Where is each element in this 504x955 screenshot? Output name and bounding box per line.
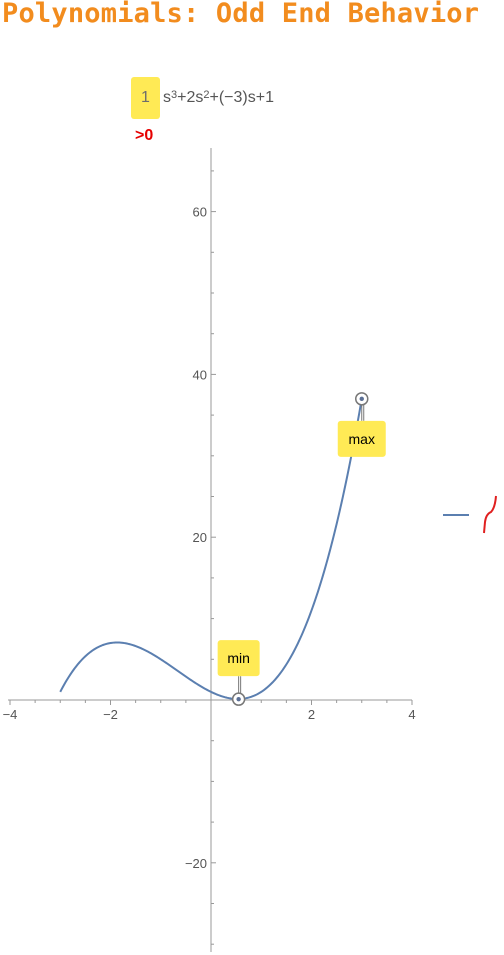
annotation-label: max [349, 431, 375, 447]
annotation-label: min [227, 650, 250, 666]
annotation-box [217, 640, 260, 677]
y-tick-label: 40 [193, 367, 207, 382]
equation-exponent-1: 3 [171, 89, 178, 101]
locator-point [359, 396, 364, 402]
equation-exponent-2: 2 [203, 89, 210, 101]
annotations: min max [217, 392, 386, 706]
y-tick-label: 60 [193, 205, 207, 220]
sign-condition: >0 [135, 127, 154, 144]
leading-coefficient-box[interactable]: 1 [131, 77, 160, 119]
x-tick-label: 2 [308, 707, 315, 722]
polynomial-curve [59, 398, 363, 701]
annotation-box [337, 420, 386, 457]
equation-term-1: s [163, 89, 171, 106]
x-tick-label: 4 [408, 707, 415, 722]
legend-curve-glyph [483, 495, 497, 534]
annotation-max[interactable]: max [337, 392, 386, 457]
axes: −4 −2 2 4 −20 20 40 60 [3, 148, 416, 952]
locator-point [236, 696, 241, 702]
legend [443, 495, 497, 534]
annotation-min[interactable]: min [217, 640, 260, 706]
equation-term-2: +2s [177, 89, 204, 106]
y-tick-label: −20 [185, 856, 207, 871]
x-tick-label: −2 [103, 707, 118, 722]
page-title: Polynomials: Odd End Behavior [2, 0, 480, 29]
y-tick-label: 20 [193, 530, 207, 545]
equation-term-3: +(−3)s+1 [209, 89, 274, 106]
x-tick-label: −4 [3, 707, 18, 722]
